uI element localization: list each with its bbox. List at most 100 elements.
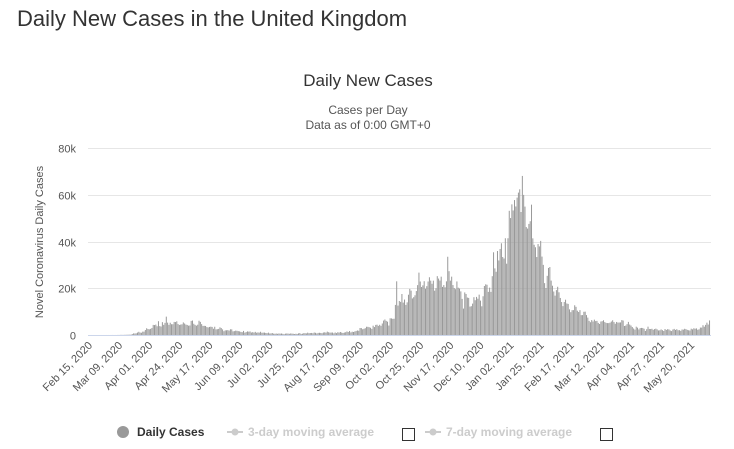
y-tick-label: 20k [58,284,76,296]
bar [452,285,454,335]
bar [707,324,709,335]
bar [313,332,315,335]
bar [593,319,595,335]
bar [195,325,197,335]
bar [572,310,574,335]
bar [404,299,406,335]
bar [558,292,560,335]
bar [237,331,239,335]
bar [642,327,644,335]
checkbox-3-day-average[interactable] [402,428,415,441]
bar [368,327,370,335]
bar [592,321,594,335]
bar [392,318,394,335]
bar [299,333,301,335]
bar [690,328,692,335]
bar [246,331,248,335]
bar [351,331,353,335]
bar [352,331,354,335]
bar [339,331,341,335]
bar [490,291,492,335]
bar [528,223,530,335]
bar [262,332,264,335]
bar [347,332,349,335]
bar [694,328,696,335]
bar [616,321,618,335]
bar [168,324,170,335]
bar [389,318,391,335]
bar [639,328,641,335]
bar [137,332,139,335]
bar [503,258,505,335]
bar [701,327,703,335]
bar [338,332,340,335]
bar [248,331,250,335]
bar [681,329,683,335]
checkbox-7-day-average[interactable] [600,428,613,441]
bar [164,322,166,335]
bar [321,333,323,335]
bar [387,321,389,335]
bar [312,333,314,335]
bar [612,320,614,335]
bar [640,327,642,335]
bar [676,329,678,335]
bar [648,328,650,335]
bar [322,332,324,335]
bar [335,333,337,335]
bar [498,260,500,335]
bar [540,240,542,335]
bar [568,309,570,335]
bar [189,325,191,335]
bar [400,301,402,335]
bar [298,333,300,335]
bar [630,325,632,335]
bar [574,305,576,335]
bar [476,296,478,335]
bar [301,333,303,335]
bar [185,324,187,335]
bar [579,310,581,335]
bar [635,326,637,335]
bar [646,329,648,335]
legend-item-daily-cases[interactable]: Daily Cases [117,425,205,439]
bar [202,325,204,335]
bar [367,326,369,335]
bar [266,333,268,335]
bar [405,304,407,335]
bar [147,329,149,335]
bar [161,322,163,335]
bar [469,306,471,335]
bar [220,328,222,335]
bar [477,298,479,335]
bar [587,317,589,335]
bar [388,325,390,335]
bar [500,243,502,335]
bar [274,333,276,335]
bar [613,322,615,335]
bar [198,320,200,335]
bar [502,257,504,335]
bar [482,296,484,335]
bar [494,268,496,335]
bar [529,221,531,335]
bar [157,321,159,335]
legend-item-7-day-average[interactable]: 7-day moving average [425,425,572,439]
bar [371,328,373,335]
bar [609,322,611,335]
bar [660,329,662,335]
bar [288,333,290,335]
legend-item-3-day-average[interactable]: 3-day moving average [227,425,374,439]
bar [279,333,281,335]
bar [385,320,387,335]
bar [491,276,493,335]
bars [105,175,711,335]
bar [228,330,230,335]
bar [575,306,577,335]
bar [140,332,142,335]
bar [418,272,420,335]
bar [473,297,475,335]
chart-subtitle-line-1: Cases per Day [328,103,407,117]
bar [571,310,573,335]
